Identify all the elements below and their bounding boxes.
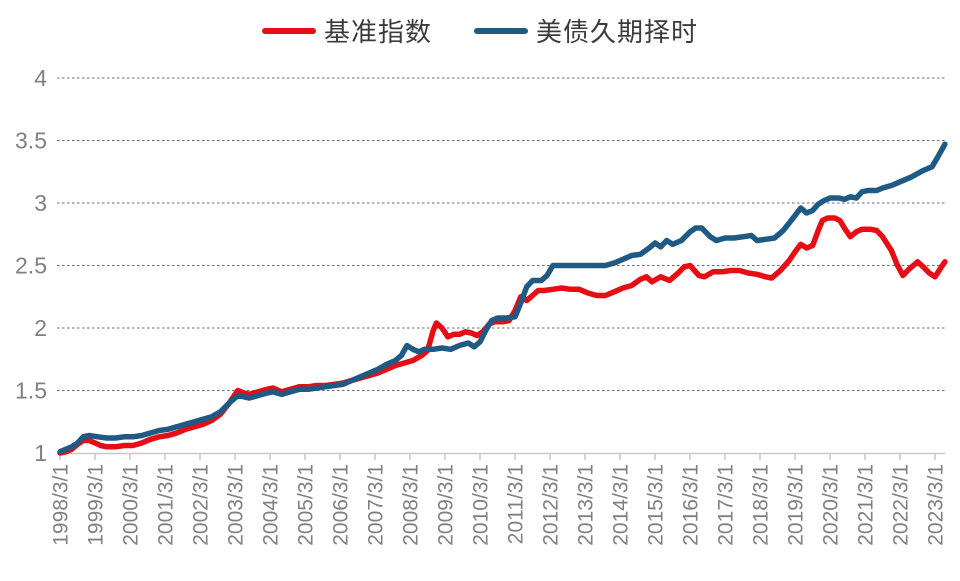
svg-text:2007/3/1: 2007/3/1 xyxy=(365,464,388,546)
x-axis-labels: 1998/3/1 1999/3/1 2000/3/1 2001/3/1 2002/3/1… xyxy=(50,464,948,546)
svg-text:2005/3/1: 2005/3/1 xyxy=(295,464,318,546)
legend-item-benchmark: 基准指数 xyxy=(261,12,432,49)
svg-text:2000/3/1: 2000/3/1 xyxy=(120,464,143,546)
svg-text:1.5: 1.5 xyxy=(15,378,47,404)
svg-text:2017/3/1: 2017/3/1 xyxy=(715,464,738,546)
svg-text:2023/3/1: 2023/3/1 xyxy=(925,464,948,546)
svg-text:2022/3/1: 2022/3/1 xyxy=(890,464,913,546)
svg-text:1: 1 xyxy=(34,440,47,466)
svg-text:3.5: 3.5 xyxy=(15,128,47,154)
svg-text:2011/3/1: 2011/3/1 xyxy=(505,464,528,544)
svg-text:3: 3 xyxy=(34,190,47,216)
svg-text:2021/3/1: 2021/3/1 xyxy=(855,464,878,546)
x-axis xyxy=(57,452,945,460)
legend-item-strategy: 美债久期择时 xyxy=(474,12,698,49)
legend-label-strategy: 美债久期择时 xyxy=(536,18,699,47)
svg-text:2018/3/1: 2018/3/1 xyxy=(750,464,773,546)
y-axis-labels: 1 1.5 2 2.5 3 3.5 4 xyxy=(15,65,47,466)
svg-text:2013/3/1: 2013/3/1 xyxy=(575,464,598,546)
svg-text:1999/3/1: 1999/3/1 xyxy=(85,464,108,546)
strategy-line-swatch xyxy=(474,27,528,34)
svg-text:2010/3/1: 2010/3/1 xyxy=(470,464,493,546)
svg-text:2004/3/1: 2004/3/1 xyxy=(260,464,283,546)
svg-text:2016/3/1: 2016/3/1 xyxy=(680,464,703,546)
svg-text:2: 2 xyxy=(34,315,47,341)
svg-text:2014/3/1: 2014/3/1 xyxy=(610,464,633,546)
svg-text:2.5: 2.5 xyxy=(15,253,47,279)
svg-text:2006/3/1: 2006/3/1 xyxy=(330,464,353,546)
svg-text:2019/3/1: 2019/3/1 xyxy=(785,464,808,546)
series-line-benchmark xyxy=(57,215,948,456)
svg-text:2003/3/1: 2003/3/1 xyxy=(225,464,248,546)
benchmark-line-swatch xyxy=(261,27,316,34)
series-line-strategy xyxy=(57,141,948,455)
svg-text:2012/3/1: 2012/3/1 xyxy=(540,464,563,546)
svg-text:2008/3/1: 2008/3/1 xyxy=(400,464,423,546)
svg-text:2001/3/1: 2001/3/1 xyxy=(155,464,178,546)
y-gridlines xyxy=(57,77,945,391)
svg-text:2002/3/1: 2002/3/1 xyxy=(190,464,213,546)
svg-text:4: 4 xyxy=(34,65,47,91)
svg-text:2009/3/1: 2009/3/1 xyxy=(435,464,458,546)
legend-label-benchmark: 基准指数 xyxy=(323,18,432,47)
svg-text:1998/3/1: 1998/3/1 xyxy=(50,464,73,546)
svg-text:2015/3/1: 2015/3/1 xyxy=(645,464,668,546)
chart-legend: 基准指数 美债久期择时 xyxy=(0,12,960,49)
svg-text:2020/3/1: 2020/3/1 xyxy=(820,464,843,546)
